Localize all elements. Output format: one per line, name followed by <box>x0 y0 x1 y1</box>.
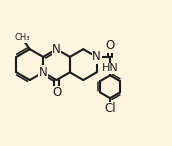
Text: N: N <box>52 43 61 56</box>
Text: CH₃: CH₃ <box>15 33 30 42</box>
Text: O: O <box>52 86 61 99</box>
Text: HN: HN <box>102 63 119 73</box>
Text: Cl: Cl <box>104 102 116 115</box>
Text: N: N <box>39 66 47 79</box>
Text: O: O <box>105 39 115 52</box>
Text: N: N <box>92 50 101 63</box>
